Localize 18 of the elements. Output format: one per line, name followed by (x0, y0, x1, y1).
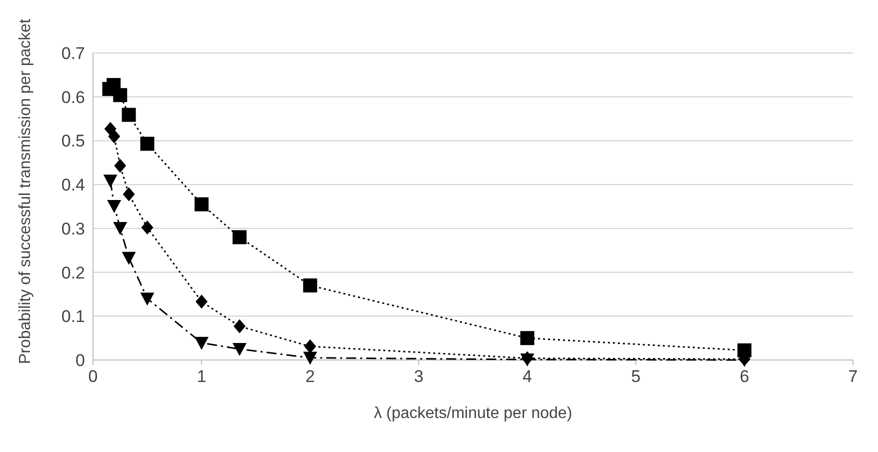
x-tick-label: 4 (522, 367, 532, 386)
x-axis-title: λ (packets/minute per node) (374, 405, 572, 422)
y-axis-title: Probability of successful transmission per packet (17, 18, 34, 364)
x-tick-label: 5 (631, 367, 641, 386)
y-tick-label: 0.2 (61, 263, 85, 282)
x-tick-label: 6 (740, 367, 750, 386)
y-tick-label: 0.3 (61, 219, 85, 238)
y-tick-label: 0.1 (61, 307, 85, 326)
x-tick-label: 2 (305, 367, 315, 386)
x-tick-label: 0 (88, 367, 98, 386)
y-tick-label: 0.5 (61, 132, 85, 151)
x-tick-label: 7 (848, 367, 858, 386)
x-tick-label: 3 (414, 367, 424, 386)
x-tick-label: 1 (196, 367, 206, 386)
y-tick-label: 0.4 (61, 176, 85, 195)
y-tick-label: 0.6 (61, 88, 85, 107)
y-tick-label: 0 (76, 351, 85, 370)
y-tick-label: 0.7 (61, 44, 85, 63)
